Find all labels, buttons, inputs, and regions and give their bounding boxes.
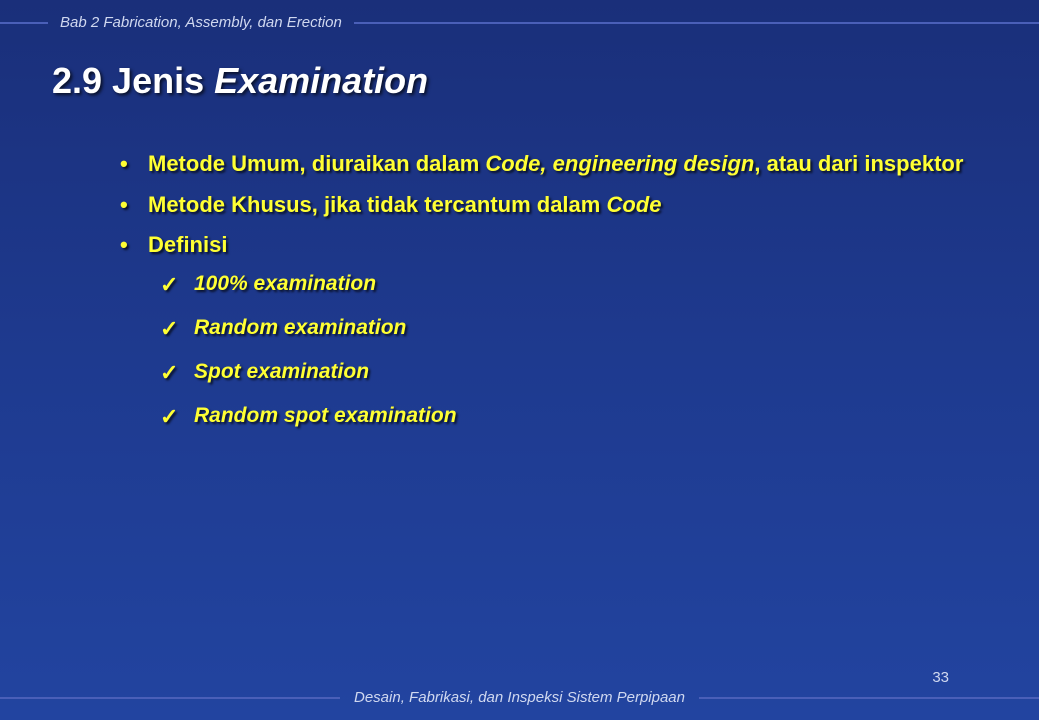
footer-line-left [0, 697, 340, 699]
footer-line-right [699, 697, 1039, 699]
header-line-left [0, 22, 48, 24]
bullet-text-span: Code [606, 192, 661, 217]
title-prefix: 2.9 Jenis [52, 60, 214, 101]
header-text: Bab 2 Fabrication, Assembly, dan Erectio… [48, 14, 354, 31]
bullet-item: Metode Umum, diuraikan dalam Code, engin… [120, 150, 979, 179]
bullet-text-span: Code, engineering design [485, 151, 754, 176]
check-item: Random spot examination [160, 404, 979, 428]
header-divider: Bab 2 Fabrication, Assembly, dan Erectio… [0, 14, 1039, 31]
bullet-text-span: Metode Umum, [148, 151, 312, 176]
bullet-item: Metode Khusus, jika tidak tercantum dala… [120, 191, 979, 220]
bullet-text-span: Definisi [148, 232, 227, 257]
bullet-list: Metode Umum, diuraikan dalam Code, engin… [120, 150, 979, 260]
check-item: Random examination [160, 316, 979, 340]
check-list: 100% examination Random examination Spot e… [160, 272, 979, 428]
check-item: Spot examination [160, 360, 979, 384]
bullet-text-span: atau dari inspektor [767, 151, 964, 176]
bullet-text-span: diuraikan dalam [312, 151, 486, 176]
bullet-text-span: , [754, 151, 766, 176]
slide-title: 2.9 Jenis Examination [52, 60, 428, 102]
bullet-text-span: Metode Khusus, [148, 192, 324, 217]
footer-text: Desain, Fabrikasi, dan Inspeksi Sistem P… [340, 689, 699, 706]
footer-divider: Desain, Fabrikasi, dan Inspeksi Sistem P… [0, 689, 1039, 706]
title-italic: Examination [214, 60, 428, 101]
content-area: Metode Umum, diuraikan dalam Code, engin… [120, 150, 979, 448]
page-number: 33 [932, 669, 949, 686]
bullet-item: Definisi [120, 231, 979, 260]
check-item: 100% examination [160, 272, 979, 296]
header-line-right [354, 22, 1039, 24]
bullet-text-span: jika tidak tercantum dalam [324, 192, 606, 217]
